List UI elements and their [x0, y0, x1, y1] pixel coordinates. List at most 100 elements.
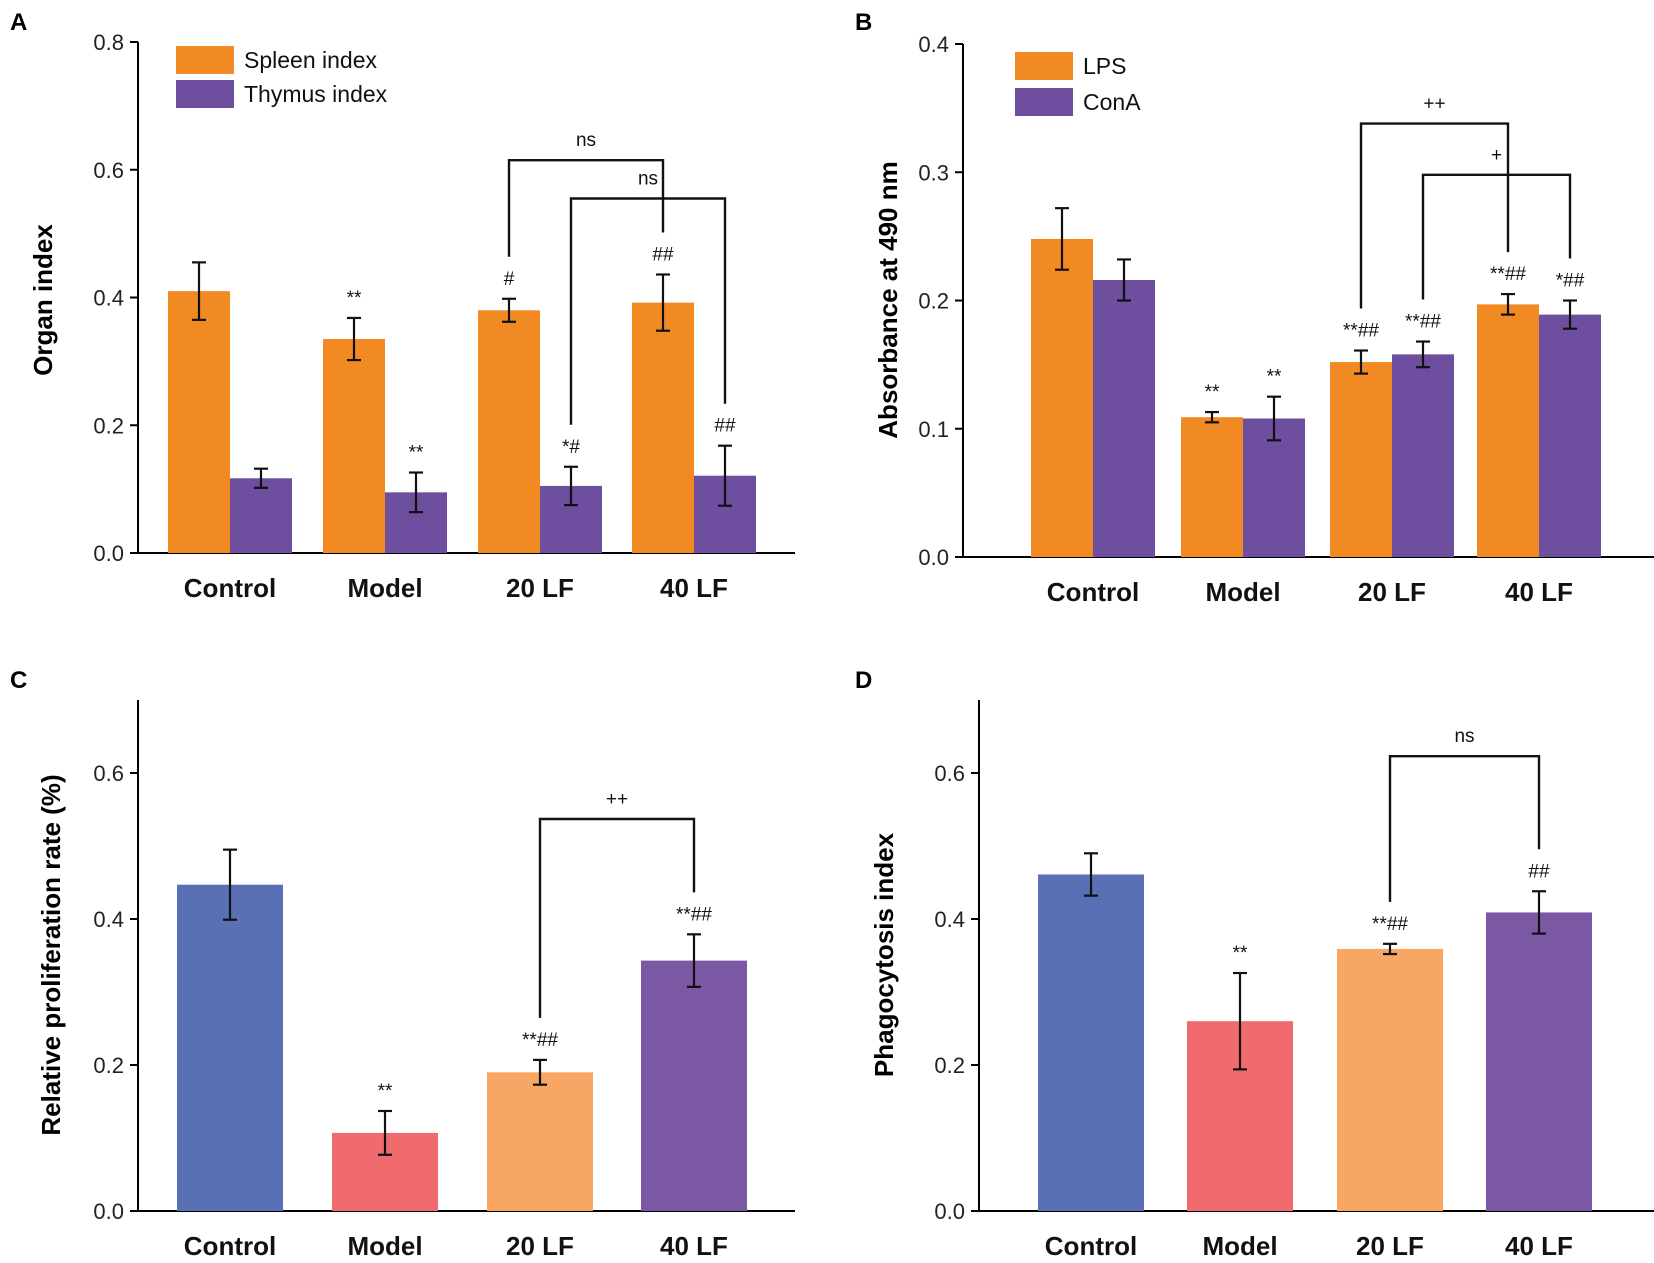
x-tick-label: Model: [1205, 577, 1280, 607]
y-tick-label: 0.0: [918, 545, 949, 570]
y-tick-label: 0.6: [93, 158, 124, 183]
y-tick-label: 0.1: [918, 417, 949, 442]
panel-letter: B: [855, 9, 872, 36]
y-tick-label: 0.6: [93, 761, 124, 786]
y-tick-label: 0.0: [934, 1199, 965, 1224]
y-axis-title: Phagocytosis index: [869, 832, 899, 1077]
y-tick-label: 0.0: [93, 541, 124, 566]
significance-label: ##: [714, 416, 736, 437]
panel-b: B 0.0 0.1 0.2 0.3 0.4 Absorbance at 490 nm Cont…: [855, 9, 1654, 607]
y-tick-label: 0.3: [918, 160, 949, 185]
x-tick-label: Model: [347, 1231, 422, 1261]
legend-label: Spleen index: [244, 47, 377, 73]
bar: [1038, 874, 1144, 1211]
bar: [632, 302, 694, 553]
bracket-label: ns: [638, 168, 658, 189]
y-tick-label: 0.4: [93, 286, 124, 311]
y-tick-label: 0.6: [934, 761, 965, 786]
bar: [230, 478, 292, 553]
legend-swatch: [1015, 52, 1073, 80]
legend-label: LPS: [1083, 53, 1126, 79]
panel-a: A 0.0 0.2 0.4 0.6 0.8 Organ index Control Model 2…: [10, 9, 795, 603]
x-tick-label: Control: [1045, 1231, 1137, 1261]
x-tick-label: Control: [1047, 577, 1139, 607]
x-tick-label: Control: [184, 1231, 276, 1261]
significance-label: **##: [1490, 264, 1526, 285]
comparison-bracket: [569, 197, 727, 425]
x-tick-label: 20 LF: [1358, 577, 1426, 607]
bracket-label: +: [1491, 145, 1502, 166]
y-tick-label: 0.4: [934, 907, 965, 932]
comparison-bracket: [538, 817, 696, 1018]
y-tick-label: 0.2: [934, 1053, 965, 1078]
x-tick-label: Model: [1202, 1231, 1277, 1261]
bar: [1181, 417, 1243, 557]
bar: [1093, 279, 1155, 557]
y-axis-title: Relative proliferation rate (%): [36, 774, 66, 1135]
bar: [478, 310, 540, 553]
x-tick-label: 20 LF: [506, 1231, 574, 1261]
significance-label: **##: [1343, 321, 1379, 342]
y-tick-label: 0.2: [93, 413, 124, 438]
x-tick-label: Control: [184, 573, 276, 603]
y-tick-label: 0.4: [93, 907, 124, 932]
bar: [1243, 418, 1305, 557]
comparison-bracket: [1359, 122, 1510, 309]
y-tick-label: 0.2: [918, 289, 949, 314]
x-tick-label: 20 LF: [506, 573, 574, 603]
significance-label: *##: [1556, 271, 1585, 292]
significance-label: **: [1233, 943, 1248, 964]
bracket-label: ++: [1423, 94, 1445, 115]
y-tick-label: 0.0: [93, 1199, 124, 1224]
legend-swatch: [176, 46, 234, 74]
bar: [1392, 354, 1454, 557]
bracket-label: ns: [576, 130, 596, 151]
y-axis-title: Absorbance at 490 nm: [873, 161, 903, 438]
legend-swatch: [1015, 88, 1073, 116]
panel-letter: D: [855, 667, 872, 694]
bar: [177, 884, 283, 1211]
significance-label: **##: [676, 904, 712, 925]
bar: [323, 339, 385, 553]
significance-label: **: [1205, 382, 1220, 403]
significance-label: ##: [1528, 861, 1550, 882]
legend-label: ConA: [1083, 89, 1141, 115]
x-tick-label: 40 LF: [1505, 577, 1573, 607]
panel-c: C 0.0 0.2 0.4 0.6 Relative proliferation rate…: [10, 667, 795, 1261]
x-tick-label: 40 LF: [660, 1231, 728, 1261]
significance-label: **: [409, 443, 424, 464]
panel-letter: A: [10, 9, 27, 36]
y-tick-label: 0.8: [93, 30, 124, 55]
y-tick-label: 0.4: [918, 32, 949, 57]
bracket-label: ++: [606, 789, 628, 810]
significance-label: **: [1267, 367, 1282, 388]
x-tick-label: 20 LF: [1356, 1231, 1424, 1261]
y-tick-label: 0.2: [93, 1053, 124, 1078]
bar: [1330, 362, 1392, 557]
bar: [1539, 314, 1601, 557]
bar: [1486, 912, 1592, 1211]
bar: [168, 291, 230, 553]
bar: [1031, 238, 1093, 557]
bar: [487, 1072, 593, 1211]
x-tick-label: 40 LF: [1505, 1231, 1573, 1261]
significance-label: **: [347, 288, 362, 309]
significance-label: **##: [522, 1030, 558, 1051]
legend-label: Thymus index: [244, 81, 388, 107]
panel-letter: C: [10, 667, 27, 694]
comparison-bracket: [1388, 755, 1541, 902]
x-tick-label: 40 LF: [660, 573, 728, 603]
comparison-bracket: [507, 158, 665, 257]
x-tick-label: Model: [347, 573, 422, 603]
bracket-label: ns: [1454, 726, 1474, 747]
significance-label: **##: [1372, 914, 1408, 935]
comparison-bracket: [1421, 173, 1572, 300]
significance-label: ##: [652, 245, 674, 266]
significance-label: *#: [562, 437, 580, 458]
significance-label: **: [378, 1081, 393, 1102]
panel-d: D 0.0 0.2 0.4 0.6 Phagocytosis index Control Mo…: [855, 667, 1654, 1261]
significance-label: #: [504, 269, 515, 290]
bar: [641, 960, 747, 1211]
bar: [1477, 304, 1539, 557]
